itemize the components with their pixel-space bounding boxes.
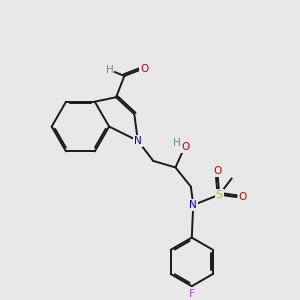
Text: N: N <box>189 200 197 210</box>
Text: H: H <box>173 138 181 148</box>
Text: O: O <box>140 64 148 74</box>
Text: O: O <box>239 192 247 202</box>
Text: O: O <box>214 166 222 176</box>
Text: N: N <box>134 136 142 146</box>
Text: S: S <box>216 190 223 200</box>
Text: H: H <box>106 65 113 75</box>
Text: O: O <box>181 142 189 152</box>
Text: F: F <box>189 289 195 298</box>
